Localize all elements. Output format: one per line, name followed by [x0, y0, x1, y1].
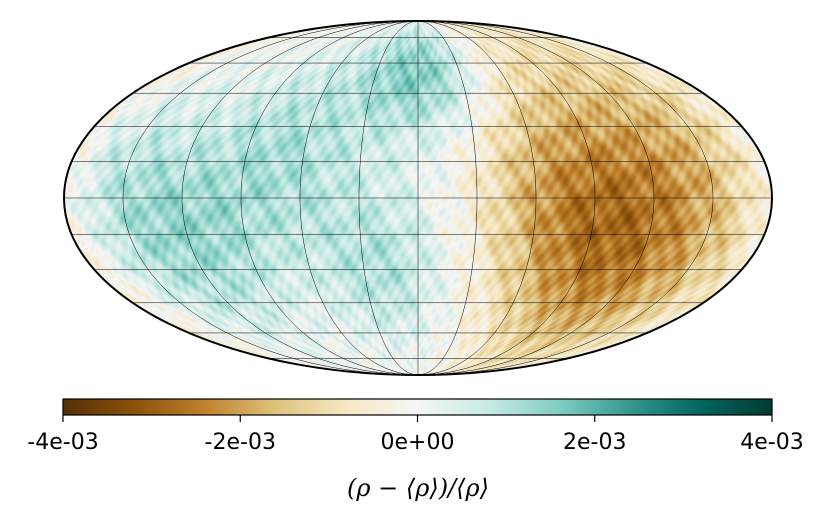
colorbar-tick-label: 0e+00	[381, 430, 455, 455]
colorbar-label: (ρ − ⟨ρ⟩)/⟨ρ⟩	[347, 474, 489, 502]
sky-map	[63, 20, 773, 376]
colorbar: -4e-03 -2e-03 0e+00 2e-03 4e-03 (ρ − ⟨ρ⟩)/⟨ρ…	[27, 398, 804, 502]
colorbar-tick-label: -4e-03	[27, 430, 98, 455]
graticule	[64, 21, 772, 375]
map-outline	[63, 20, 773, 376]
colorbar-tick-label: 4e-03	[740, 430, 803, 455]
colorbar-ticks: -4e-03 -2e-03 0e+00 2e-03 4e-03	[27, 415, 804, 455]
colorbar-tick-label: -2e-03	[205, 430, 276, 455]
colorbar-tick-label: 2e-03	[563, 430, 626, 455]
colorbar-bar	[62, 398, 773, 416]
